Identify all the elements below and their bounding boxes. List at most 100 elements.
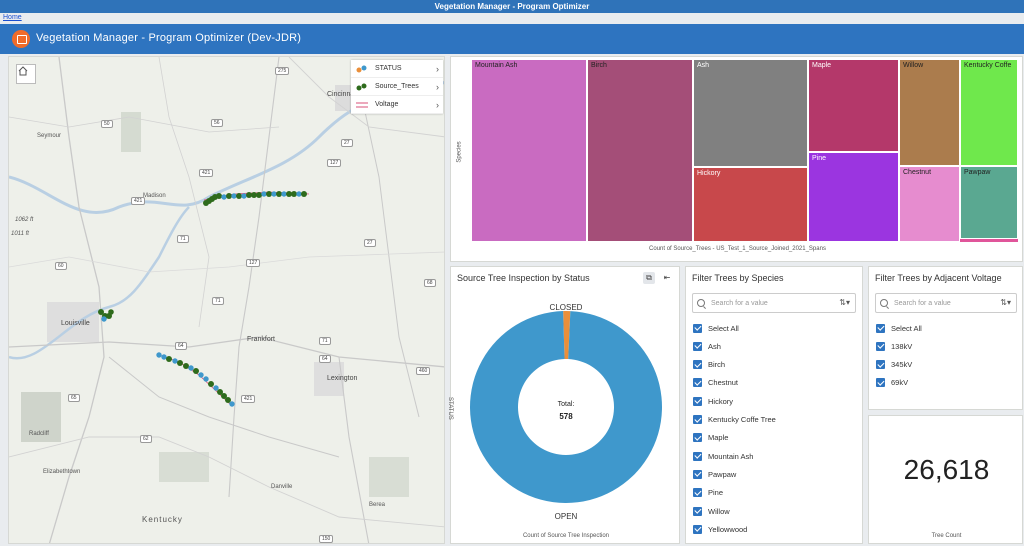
checkbox-checked-icon[interactable] (693, 415, 702, 424)
total-value: 578 (559, 412, 573, 421)
filter-option[interactable]: Birch (693, 358, 725, 372)
road-shield: 27 (341, 139, 353, 147)
checkbox-checked-icon[interactable] (693, 506, 702, 516)
road-shield: 71 (177, 235, 189, 243)
donut-chart (470, 311, 662, 503)
map-label: Frankfort (247, 336, 276, 343)
filter-option[interactable]: Chestnut (693, 376, 738, 390)
road-shield: 64 (319, 355, 331, 363)
filter-option[interactable]: Pine (693, 486, 723, 500)
sort-icon[interactable]: ⇅▾ (839, 298, 850, 307)
checkbox-checked-icon[interactable] (876, 360, 885, 370)
checkbox-checked-icon[interactable] (693, 360, 702, 370)
sort-icon[interactable]: ⇅▾ (1000, 298, 1011, 307)
toggle-view-icon[interactable]: ⧉ (643, 272, 655, 284)
filter-option-label: Pawpaw (708, 469, 737, 479)
road-shield: 64 (175, 342, 187, 350)
filter-option[interactable]: Maple (693, 431, 728, 445)
filter-option[interactable]: Hickory (693, 394, 733, 408)
legend-item-source-trees[interactable]: Source_Trees › (351, 78, 443, 96)
road-shield: 71 (319, 337, 331, 345)
map-label: Berea (369, 502, 386, 508)
road-shield: 27 (364, 239, 376, 247)
treemap-cell[interactable]: Pawpaw (960, 166, 1018, 239)
panel-title: Filter Trees by Adjacent Voltage (875, 273, 1002, 283)
filter-option[interactable]: Yellowwood (693, 522, 747, 536)
checkbox-checked-icon[interactable] (693, 488, 702, 498)
road-shield: 421 (241, 395, 256, 403)
chevron-right-icon[interactable]: › (436, 100, 439, 110)
filter-option-label: Select All (708, 323, 739, 333)
basemap (9, 57, 444, 543)
filter-option[interactable]: 345kV (876, 358, 912, 372)
map-label: Radcliff (29, 431, 49, 437)
chevron-right-icon[interactable]: › (436, 82, 439, 92)
checkbox-checked-icon[interactable] (693, 451, 702, 461)
open-label: OPEN (554, 512, 578, 521)
road-shield: 56 (211, 119, 223, 127)
home-link[interactable]: Home (3, 14, 22, 21)
treemap-cell[interactable]: Mountain Ash (471, 59, 587, 242)
filter-option-label: Maple (708, 433, 729, 443)
filter-option[interactable]: Ash (693, 339, 721, 353)
donut-slice-closed[interactable] (563, 311, 571, 360)
source-trees-dots-icon (355, 82, 369, 92)
filter-option[interactable]: Mountain Ash (693, 449, 753, 463)
source-trees-cluster-madison[interactable] (203, 191, 307, 206)
filter-option-label: Birch (708, 360, 726, 370)
source-trees-cluster-shelby[interactable] (156, 352, 235, 407)
map-label: Elizabethtown (43, 469, 81, 475)
voltage-search-input[interactable]: Search for a value ⇅▾ (875, 293, 1017, 313)
filter-option-label: 69kV (891, 378, 909, 388)
filter-option[interactable]: Pawpaw (693, 467, 736, 481)
checkbox-checked-icon[interactable] (876, 323, 885, 333)
treemap-cell[interactable]: Kentucky Coffe (960, 59, 1018, 166)
filter-option[interactable]: Kentucky Coffe Tree (693, 413, 776, 427)
filter-option[interactable]: Select All (693, 321, 739, 335)
checkbox-checked-icon[interactable] (876, 341, 885, 351)
voltage-lines-icon (355, 100, 369, 110)
treemap-cell[interactable]: Pine (808, 152, 899, 242)
map-home-button[interactable] (16, 64, 36, 84)
legend-item-status[interactable]: STATUS › (351, 60, 443, 78)
checkbox-checked-icon[interactable] (693, 323, 702, 333)
checkbox-checked-icon[interactable] (693, 433, 702, 443)
checkbox-checked-icon[interactable] (693, 524, 702, 534)
filter-option[interactable]: Select All (876, 321, 922, 335)
treemap-cell-small[interactable] (960, 239, 1018, 242)
checkbox-checked-icon[interactable] (693, 469, 702, 479)
filter-option[interactable]: Willow (693, 504, 730, 518)
treemap-cell[interactable]: Chestnut (899, 166, 960, 242)
filter-option-label: Mountain Ash (708, 451, 754, 461)
treemap-cell[interactable]: Maple (808, 59, 899, 152)
road-shield: 65 (68, 394, 80, 402)
chevron-right-icon[interactable]: › (436, 64, 439, 74)
treemap-cell[interactable]: Willow (899, 59, 960, 166)
donut-footer: Count of Source Tree Inspection (522, 533, 610, 539)
road-shield: 127 (327, 159, 342, 167)
species-treemap: Species Mountain Ash Birch Ash Hickory Maple… (450, 56, 1023, 262)
checkbox-checked-icon[interactable] (693, 396, 702, 406)
donut-slice-open[interactable] (470, 311, 662, 503)
export-icon[interactable]: ⇤ (661, 272, 673, 284)
legend-item-voltage[interactable]: Voltage › (351, 96, 443, 114)
species-search-input[interactable]: Search for a value ⇅▾ (692, 293, 856, 313)
legend-label: STATUS (375, 65, 402, 72)
checkbox-checked-icon[interactable] (693, 378, 702, 388)
treemap-cell[interactable]: Ash (693, 59, 808, 167)
treemap-cell[interactable]: Birch (587, 59, 693, 242)
checkbox-checked-icon[interactable] (876, 378, 885, 388)
source-trees-cluster-louisville[interactable] (98, 309, 114, 322)
map-label: Louisville (61, 320, 90, 327)
filter-option[interactable]: 138kV (876, 339, 912, 353)
filter-option[interactable]: 69kV (876, 376, 908, 390)
road-shield: 421 (131, 197, 146, 205)
status-donut-panel: Source Tree Inspection by Status ⧉ ⇤ STA… (447, 266, 680, 544)
treemap-cell[interactable]: Hickory (693, 167, 808, 242)
filter-option-label: Chestnut (708, 378, 739, 388)
map-view[interactable]: Cincinnati Seymour Madison Louisville Fr… (8, 56, 445, 544)
home-icon (18, 66, 28, 76)
road-shield: 50 (101, 120, 113, 128)
checkbox-checked-icon[interactable] (693, 341, 702, 351)
search-placeholder: Search for a value (711, 299, 768, 307)
